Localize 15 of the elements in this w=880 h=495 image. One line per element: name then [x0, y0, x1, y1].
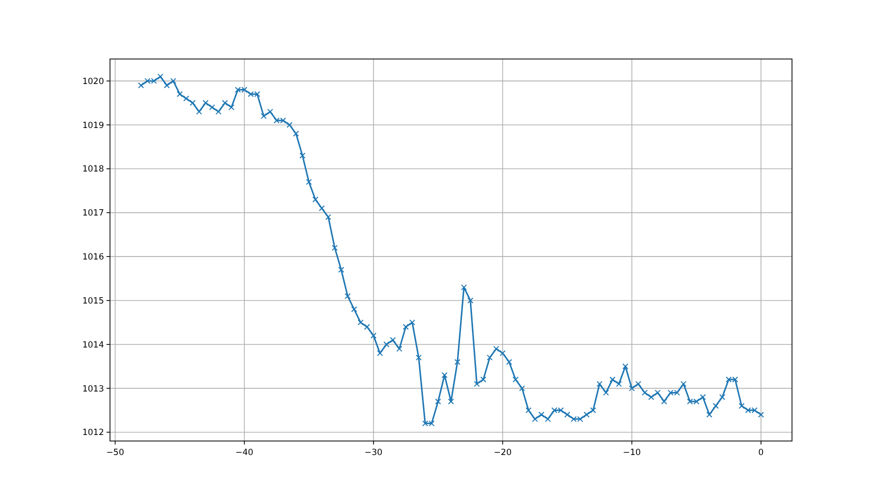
y-tick-label: 1019 [82, 120, 104, 131]
x-tick-label: −20 [494, 448, 512, 458]
x-tick-label: −10 [622, 448, 641, 458]
x-tick-label: −50 [106, 448, 124, 458]
y-tick-label: 1016 [82, 252, 104, 263]
y-tick-label: 1013 [82, 384, 104, 394]
y-tick-label: 1014 [82, 340, 104, 350]
y-tick-label: 1015 [82, 296, 104, 306]
x-tick-label: −30 [364, 448, 382, 458]
y-tick-label: 1018 [82, 164, 104, 175]
y-tick-label: 1012 [82, 428, 104, 438]
x-tick-label: −40 [235, 448, 254, 458]
x-tick-label: 0 [758, 448, 764, 458]
y-tick-label: 1020 [82, 76, 104, 87]
y-tick-label: 1017 [82, 208, 104, 219]
